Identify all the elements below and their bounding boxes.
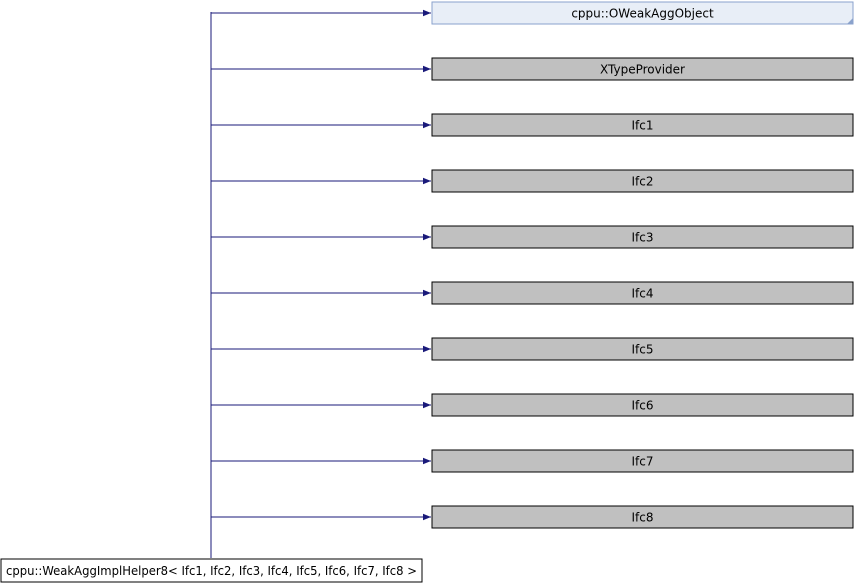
base-class-box-oweakaggobject[interactable] (431, 1, 854, 25)
base-class-label-ifc7: Ifc7 (632, 455, 654, 469)
base-class-box-xtypeprovider[interactable] (431, 57, 854, 81)
base-class-node-ifc8[interactable]: Ifc8 (431, 505, 854, 529)
base-class-node-ifc2[interactable]: Ifc2 (431, 169, 854, 193)
truncated-corner-icon (847, 18, 853, 24)
base-class-label-oweakaggobject: cppu::OWeakAggObject (571, 7, 714, 21)
base-class-box-ifc4[interactable] (431, 281, 854, 305)
derived-class-label: cppu::WeakAggImplHelper8< Ifc1, Ifc2, If… (6, 564, 417, 578)
base-class-label-ifc3: Ifc3 (632, 231, 654, 245)
base-class-label-ifc2: Ifc2 (632, 175, 654, 189)
base-class-node-ifc4[interactable]: Ifc4 (431, 281, 854, 305)
base-class-node-oweakaggobject[interactable]: cppu::OWeakAggObject (431, 1, 854, 25)
base-class-box-ifc8[interactable] (431, 505, 854, 529)
base-class-node-ifc7[interactable]: Ifc7 (431, 449, 854, 473)
derived-class-box[interactable] (0, 558, 423, 583)
base-class-box-ifc1[interactable] (431, 113, 854, 137)
base-class-node-ifc1[interactable]: Ifc1 (431, 113, 854, 137)
base-classes: cppu::OWeakAggObjectXTypeProviderIfc1Ifc… (431, 1, 854, 529)
base-class-box-ifc3[interactable] (431, 225, 854, 249)
inheritance-edges (211, 9, 431, 521)
base-class-label-xtypeprovider: XTypeProvider (600, 63, 685, 77)
base-class-box-ifc7[interactable] (431, 449, 854, 473)
base-class-label-ifc8: Ifc8 (632, 511, 654, 525)
derived-class-node[interactable]: cppu::WeakAggImplHelper8< Ifc1, Ifc2, If… (0, 558, 423, 583)
base-class-node-ifc5[interactable]: Ifc5 (431, 337, 854, 361)
base-class-label-ifc5: Ifc5 (632, 343, 654, 357)
base-class-label-ifc4: Ifc4 (632, 287, 654, 301)
base-class-box-ifc6[interactable] (431, 393, 854, 417)
base-class-box-ifc2[interactable] (431, 169, 854, 193)
base-class-node-ifc6[interactable]: Ifc6 (431, 393, 854, 417)
base-class-label-ifc1: Ifc1 (632, 119, 654, 133)
base-class-node-ifc3[interactable]: Ifc3 (431, 225, 854, 249)
base-class-box-ifc5[interactable] (431, 337, 854, 361)
base-class-node-xtypeprovider[interactable]: XTypeProvider (431, 57, 854, 81)
base-class-label-ifc6: Ifc6 (632, 399, 654, 413)
